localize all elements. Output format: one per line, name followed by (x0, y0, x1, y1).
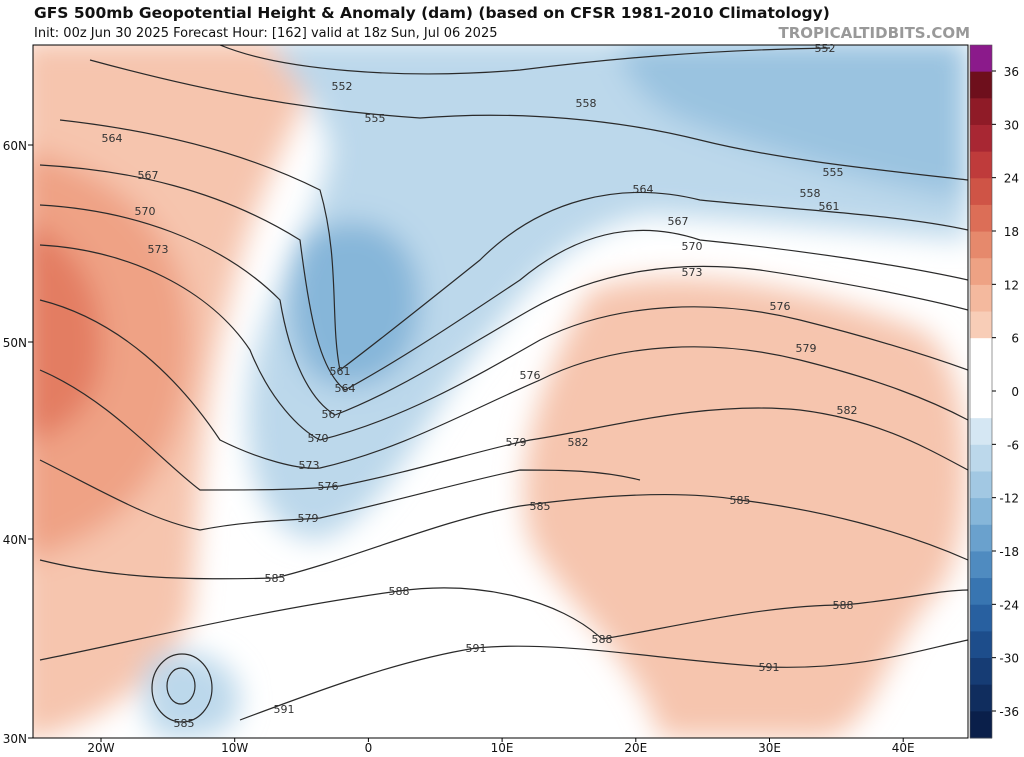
map-frame (32, 44, 969, 739)
contours (39, 45, 968, 723)
colorbar-segment (970, 231, 992, 259)
colorbar-segment (970, 98, 992, 126)
site-credit: TROPICALTIDBITS.COM (778, 24, 971, 42)
contour-label: 558 (576, 97, 597, 110)
colorbar-tick-label: -36 (999, 705, 1019, 719)
colorbar-tick-label: -18 (999, 545, 1019, 559)
lat-label: 30N (3, 732, 27, 746)
colorbar-segment (970, 258, 992, 286)
lon-label: 0 (365, 741, 373, 755)
contour-label: 591 (759, 661, 780, 674)
colorbar-segment (970, 178, 992, 206)
colorbar-tick-label: 30 (1004, 118, 1019, 132)
contour-label: 564 (633, 183, 654, 196)
contour-label: 579 (796, 342, 817, 355)
colorbar-segment (970, 71, 992, 99)
colorbar-tick-label: 24 (1004, 172, 1019, 186)
contour-label: 564 (102, 132, 123, 145)
map-area (33, 45, 968, 738)
colorbar-segment (970, 498, 992, 526)
lon-label: 10W (221, 741, 248, 755)
contour-label: 582 (837, 404, 858, 417)
contour-label: 570 (135, 205, 156, 218)
colorbar-segment (970, 45, 992, 73)
colorbar-segment (970, 471, 992, 499)
colorbar-tick-label: -30 (999, 652, 1019, 666)
contour-label: 561 (330, 365, 351, 378)
contour-label: 579 (506, 436, 527, 449)
colorbar-segment (970, 578, 992, 606)
contour-label: 555 (365, 112, 386, 125)
contour-label: 576 (770, 300, 791, 313)
contour-label: 585 (530, 500, 551, 513)
colorbar-tick-label: 0 (1011, 385, 1019, 399)
colorbar-tick-label: 18 (1004, 225, 1019, 239)
contour-label: 570 (308, 432, 329, 445)
contour-label: 579 (298, 512, 319, 525)
subtitle: Init: 00z Jun 30 2025 Forecast Hour: [16… (34, 26, 498, 41)
contour-label: 573 (299, 459, 320, 472)
contour-label: 588 (389, 585, 410, 598)
contour-label: 585 (265, 572, 286, 585)
colorbar-segment (970, 391, 992, 419)
contour-label: 591 (466, 642, 487, 655)
contour-label: 567 (322, 408, 343, 421)
contour-label: 564 (335, 382, 356, 395)
colorbar-tick-label: 6 (1011, 332, 1019, 346)
colorbar-tick-label: -6 (1007, 438, 1019, 452)
colorbar-segment (970, 658, 992, 686)
colorbar-segment (970, 204, 992, 233)
colorbar-segment (970, 364, 992, 392)
contour-label: 570 (682, 240, 703, 253)
colorbar-segment (970, 284, 992, 313)
contour-label: 552 (332, 80, 353, 93)
contour-label: 585 (730, 494, 751, 507)
colorbar-tick-label: 36 (1004, 65, 1019, 79)
lat-label: 50N (3, 336, 27, 350)
contour-label: 576 (520, 369, 541, 382)
colorbar-segment (970, 551, 992, 579)
contour-label: 567 (668, 215, 689, 228)
lon-label: 20E (624, 741, 647, 755)
contour-label: 558 (800, 187, 821, 200)
colorbar-segment (970, 124, 992, 153)
lon-label: 20W (87, 741, 114, 755)
contour-label: 591 (274, 703, 295, 716)
colorbar-segment (970, 418, 992, 446)
colorbar-segment (970, 684, 992, 712)
lon-label: 30E (758, 741, 781, 755)
contour-label: 561 (819, 200, 840, 213)
contour-label: 552 (815, 42, 836, 55)
contour-label: 585 (174, 717, 195, 730)
contour-label: 567 (138, 169, 159, 182)
contour-label: 573 (682, 266, 703, 279)
contour-label: 576 (318, 480, 339, 493)
colorbar-segment (970, 311, 992, 339)
colorbar-segment (970, 631, 992, 659)
colorbar-tick-label: -24 (999, 598, 1019, 612)
colorbar-segment (970, 604, 992, 632)
title: GFS 500mb Geopotential Height & Anomaly … (34, 4, 830, 22)
colorbar-segment (970, 524, 992, 552)
colorbar-segment (970, 338, 992, 366)
colorbar-tick-label: -12 (999, 492, 1019, 506)
contour-label: 588 (833, 599, 854, 612)
contour-label: 555 (823, 166, 844, 179)
contour-label: 573 (148, 243, 169, 256)
lon-label: 10E (491, 741, 514, 755)
colorbar-segment (970, 711, 992, 739)
anomaly-shading (33, 45, 968, 738)
colorbar-segment (970, 151, 992, 179)
lat-label: 60N (3, 139, 27, 153)
lon-label: 40E (892, 741, 915, 755)
lat-label: 40N (3, 533, 27, 547)
contour-label: 582 (568, 436, 589, 449)
colorbar-segment (970, 444, 992, 472)
colorbar-tick-label: 12 (1004, 278, 1019, 292)
contour-label: 588 (592, 633, 613, 646)
